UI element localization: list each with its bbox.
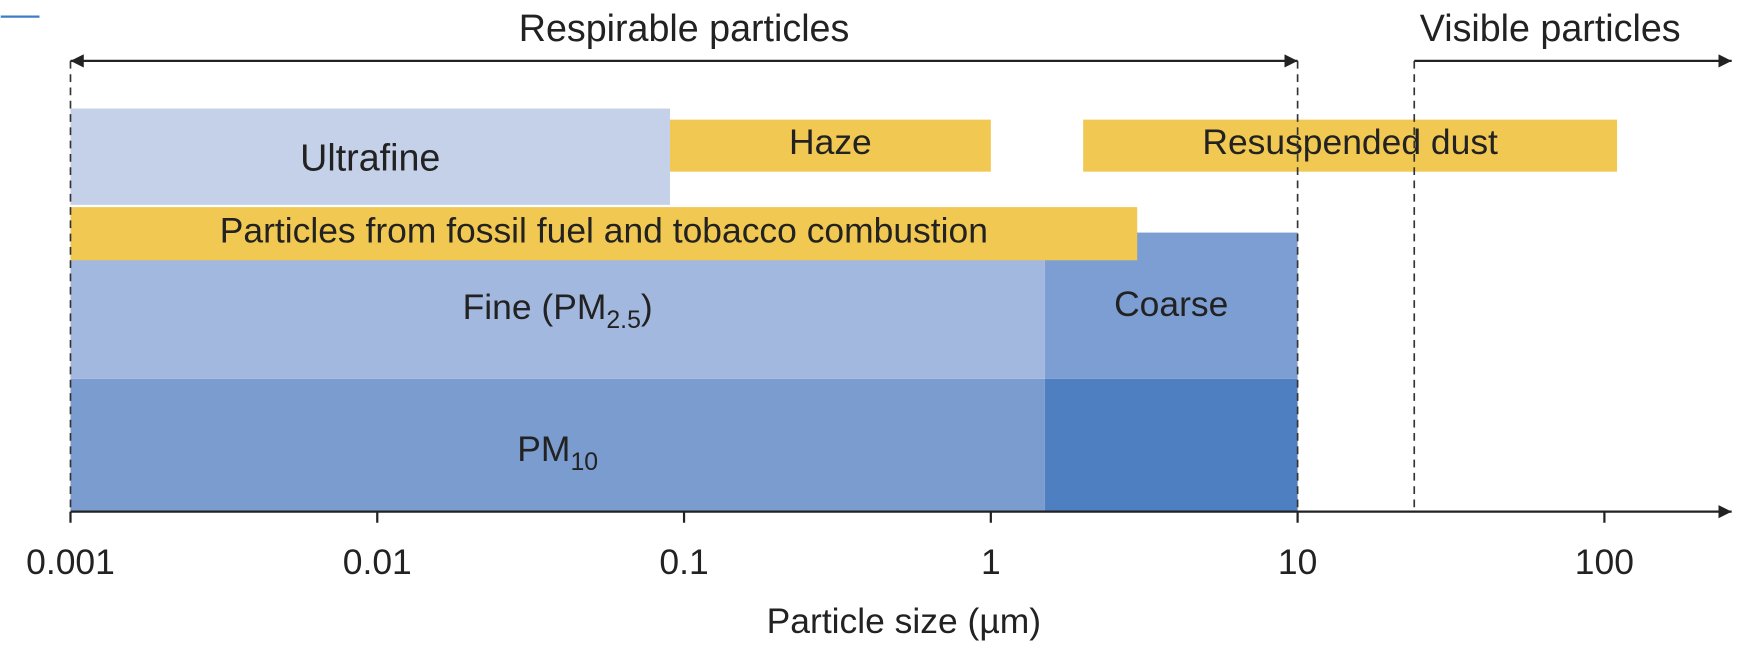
tick-label: 10 — [1278, 542, 1317, 582]
arrow-label: Visible particles — [1420, 7, 1681, 49]
label-text: Fine (PM — [463, 287, 607, 327]
label-text: Resuspended dust — [1202, 122, 1498, 162]
label-text: PM — [517, 429, 570, 469]
band — [1083, 119, 1618, 172]
label-text: Coarse — [1114, 284, 1228, 324]
tick-label: 100 — [1575, 542, 1634, 582]
band — [1044, 378, 1298, 512]
axis-label: Particle size (µm) — [767, 601, 1041, 641]
label-text: Haze — [789, 122, 872, 162]
label-sub: 2.5 — [606, 307, 640, 334]
band — [70, 108, 671, 205]
arrow-label: Respirable particles — [519, 7, 850, 49]
tick-label: 1 — [981, 542, 1001, 582]
band-label: Ultrafine — [300, 137, 440, 179]
band — [70, 378, 1045, 512]
label-text: Ultrafine — [300, 137, 440, 179]
band-label: Haze — [789, 122, 872, 162]
tick-label: 0.01 — [343, 542, 412, 582]
band-label: PM10 — [517, 429, 598, 475]
band-label: Resuspended dust — [1202, 122, 1498, 162]
label-end: ) — [641, 287, 653, 327]
band — [670, 119, 991, 172]
label-text: Particles from fossil fuel and tobacco c… — [220, 211, 988, 251]
band-label: Fine (PM2.5) — [463, 287, 653, 333]
band-label: Particles from fossil fuel and tobacco c… — [220, 211, 988, 251]
label-sub: 10 — [570, 448, 598, 475]
tick-label: 0.1 — [659, 542, 708, 582]
tick-label: 0.001 — [26, 542, 115, 582]
band — [70, 207, 1138, 261]
band-label: Coarse — [1114, 284, 1228, 324]
